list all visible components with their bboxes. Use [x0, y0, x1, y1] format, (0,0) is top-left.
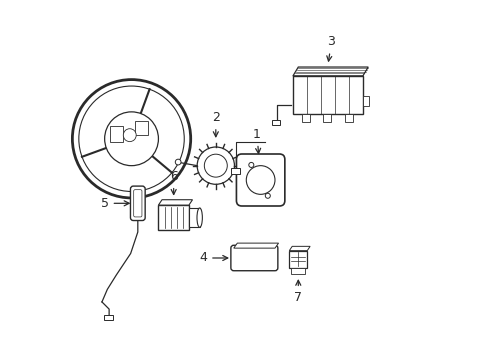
Text: 7: 7: [294, 280, 302, 304]
Circle shape: [175, 159, 181, 165]
FancyBboxPatch shape: [130, 186, 145, 221]
Bar: [158, 205, 188, 230]
FancyBboxPatch shape: [230, 245, 277, 271]
Text: 1: 1: [253, 128, 261, 153]
Polygon shape: [289, 246, 309, 251]
Circle shape: [248, 162, 253, 167]
Text: 4: 4: [199, 252, 227, 265]
FancyBboxPatch shape: [133, 190, 142, 217]
Bar: [135, 121, 147, 135]
Bar: [230, 168, 240, 174]
Polygon shape: [233, 243, 278, 248]
Bar: [110, 126, 122, 142]
Bar: [188, 208, 199, 227]
Circle shape: [197, 147, 234, 184]
Polygon shape: [158, 200, 192, 205]
Bar: [292, 76, 362, 114]
Bar: [362, 96, 368, 107]
Circle shape: [104, 112, 158, 166]
Text: 3: 3: [326, 35, 335, 61]
Circle shape: [204, 154, 227, 177]
Bar: [104, 315, 113, 320]
Circle shape: [123, 129, 136, 141]
Text: 6: 6: [169, 170, 177, 194]
Bar: [344, 114, 352, 122]
Bar: [290, 268, 305, 274]
Circle shape: [246, 166, 274, 194]
Bar: [301, 114, 309, 122]
Bar: [289, 251, 306, 268]
Bar: [323, 114, 330, 122]
Polygon shape: [292, 67, 367, 76]
Ellipse shape: [197, 208, 202, 227]
Circle shape: [265, 193, 270, 198]
Bar: [272, 121, 280, 126]
Text: 5: 5: [101, 197, 129, 210]
FancyBboxPatch shape: [236, 154, 285, 206]
Text: 2: 2: [211, 111, 219, 137]
